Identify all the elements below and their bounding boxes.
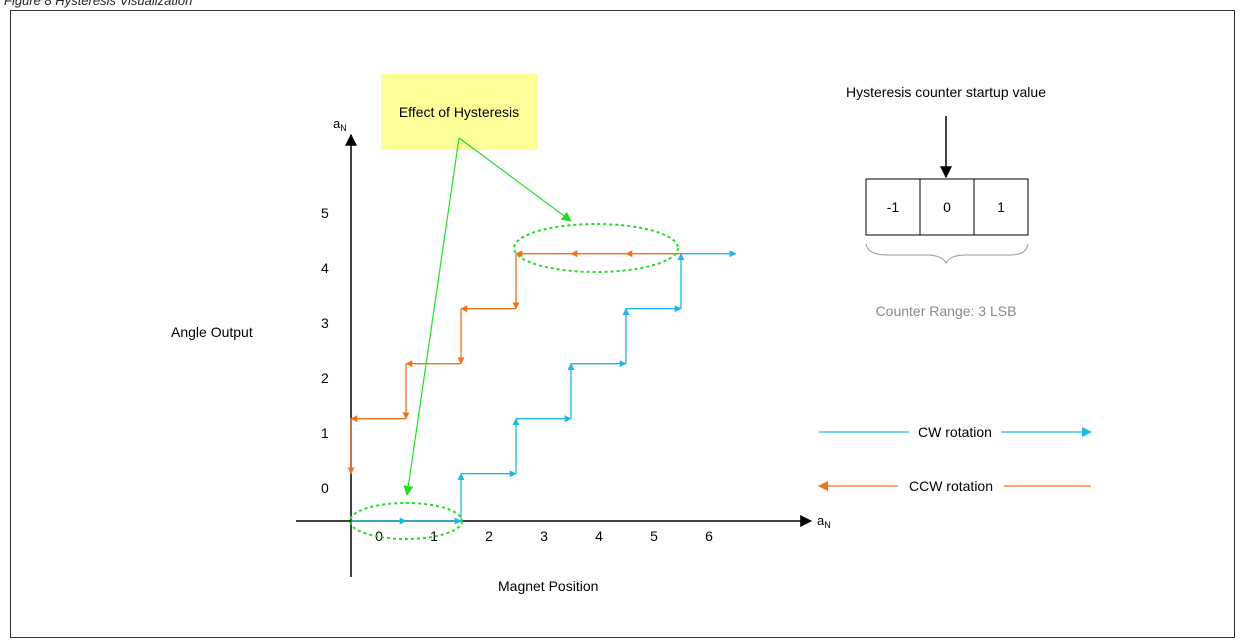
y-tick-label: 2: [321, 370, 329, 386]
hysteresis-ellipse-bottom: [349, 502, 463, 540]
x-tick-label: 0: [375, 528, 383, 544]
legend: CW rotation CCW rotation: [818, 421, 1092, 495]
counter-cell: [865, 178, 921, 236]
x-axis-symbol: aN: [817, 513, 831, 530]
hysteresis-ellipse-top: [513, 223, 679, 273]
counter-range-brace: [865, 243, 1029, 265]
annotation-pointer-bottom: [403, 137, 460, 496]
ccw-staircase: [347, 250, 681, 475]
counter-cell: [973, 178, 1029, 236]
cw-staircase: [351, 250, 737, 525]
counter-title: Hysteresis counter startup value: [846, 84, 1046, 100]
x-tick-labels: 0 1 2 3 4 5 6: [375, 528, 713, 544]
y-tick-labels: 0 1 2 3 4 5: [321, 205, 329, 496]
legend-ccw-label: CCW rotation: [909, 478, 993, 494]
counter-cell: [919, 178, 975, 236]
x-tick-label: 5: [650, 528, 658, 544]
counter-cell-value: 1: [997, 199, 1005, 215]
counter-cell-value: 0: [943, 199, 951, 215]
y-axis-title: Angle Output: [171, 324, 253, 340]
y-tick-label: 0: [321, 480, 329, 496]
annotation-pointer-top: [458, 137, 572, 222]
hysteresis-diagram: aN aN Angle Output Magnet Position 0 1 2 3 4…: [171, 74, 1092, 594]
y-tick-label: 1: [321, 425, 329, 441]
y-tick-label: 4: [321, 260, 329, 276]
y-tick-label: 5: [321, 205, 329, 221]
x-tick-label: 2: [485, 528, 493, 544]
x-tick-label: 4: [595, 528, 603, 544]
annotation-box: [381, 74, 538, 150]
x-tick-label: 3: [540, 528, 548, 544]
x-tick-label: 1: [430, 528, 438, 544]
y-tick-label: 3: [321, 315, 329, 331]
counter-cell-value: -1: [887, 199, 900, 215]
figure-frame: aN aN Angle Output Magnet Position 0 1 2 3 4…: [10, 10, 1235, 638]
x-tick-label: 6: [705, 528, 713, 544]
x-axis-title: Magnet Position: [498, 578, 598, 594]
annotation-label: Effect of Hysteresis: [399, 104, 519, 120]
figure-caption: Figure 8 Hysteresis Visualization: [4, 0, 193, 8]
legend-cw-label: CW rotation: [918, 424, 992, 440]
counter-cells: -1 0 1: [865, 178, 1029, 236]
counter-range-label: Counter Range: 3 LSB: [876, 303, 1017, 319]
y-axis-symbol: aN: [333, 116, 347, 133]
